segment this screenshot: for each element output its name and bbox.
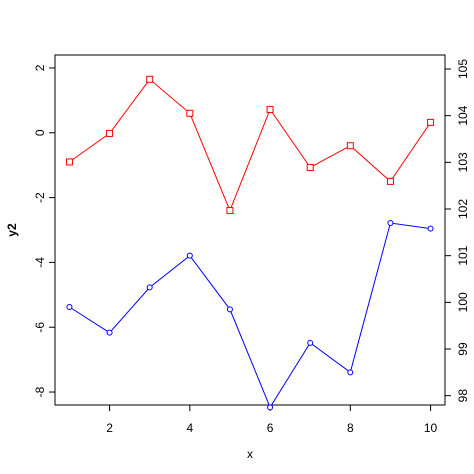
series-1-point [306, 163, 314, 171]
x-tick-label: 6 [267, 421, 274, 435]
series-2-point [267, 404, 274, 411]
y-right-tick-label: 105 [456, 59, 470, 79]
series-1-point [186, 109, 194, 117]
x-axis-title: x [247, 447, 253, 461]
series-1-point [346, 142, 354, 150]
plot-box [54, 54, 446, 406]
y-left-tick-label: 2 [33, 64, 47, 71]
y-left-tick-label: -4 [33, 257, 47, 268]
y-right-tick-label: 104 [456, 105, 470, 125]
series-2-point [226, 306, 233, 313]
series-2-point [146, 284, 153, 291]
series-2-point [387, 220, 394, 226]
y-left-tick-label: -2 [33, 192, 47, 203]
series-1-line [69, 78, 432, 212]
series-1-point [65, 158, 73, 166]
x-tick-label: 4 [186, 421, 193, 435]
x-tick-label: 8 [347, 421, 354, 435]
series-1-point [266, 105, 274, 113]
y-right-tick-label: 99 [456, 342, 470, 356]
y-left-tick-label: -8 [33, 386, 47, 397]
series-2-point [106, 329, 113, 336]
y-axis-left: -8 -6 -4 -2 0 2 [33, 64, 55, 397]
series-2-line [69, 222, 431, 409]
x-tick-label: 2 [106, 421, 113, 435]
y-axis-right: 98 99 100 101 102 103 104 105 [445, 59, 470, 403]
series-1-point [106, 129, 114, 137]
series-2-point [347, 369, 354, 376]
y-right-tick-label: 98 [456, 389, 470, 403]
x-tick-label: 10 [424, 421, 438, 435]
series-2-point [186, 252, 193, 259]
y-right-tick-label: 103 [456, 152, 470, 172]
series-2-point [66, 304, 73, 310]
y-right-tick-label: 102 [456, 199, 470, 219]
series-1 [65, 75, 435, 215]
y-axis-left-title: y2 [5, 223, 19, 237]
series-1-point [146, 75, 154, 83]
series-1-point [427, 118, 435, 126]
series-2 [66, 220, 434, 411]
series-2-point [427, 225, 434, 232]
y-left-tick-label: 0 [33, 129, 47, 136]
y-right-tick-label: 100 [456, 292, 470, 312]
x-axis: 2 4 6 8 10 [106, 405, 438, 435]
series-2-point [307, 339, 314, 346]
series-layer [65, 75, 435, 411]
series-1-point [386, 177, 394, 185]
y-right-tick-label: 101 [456, 245, 470, 265]
series-1-point [226, 207, 234, 215]
y-left-tick-label: -6 [33, 322, 47, 333]
